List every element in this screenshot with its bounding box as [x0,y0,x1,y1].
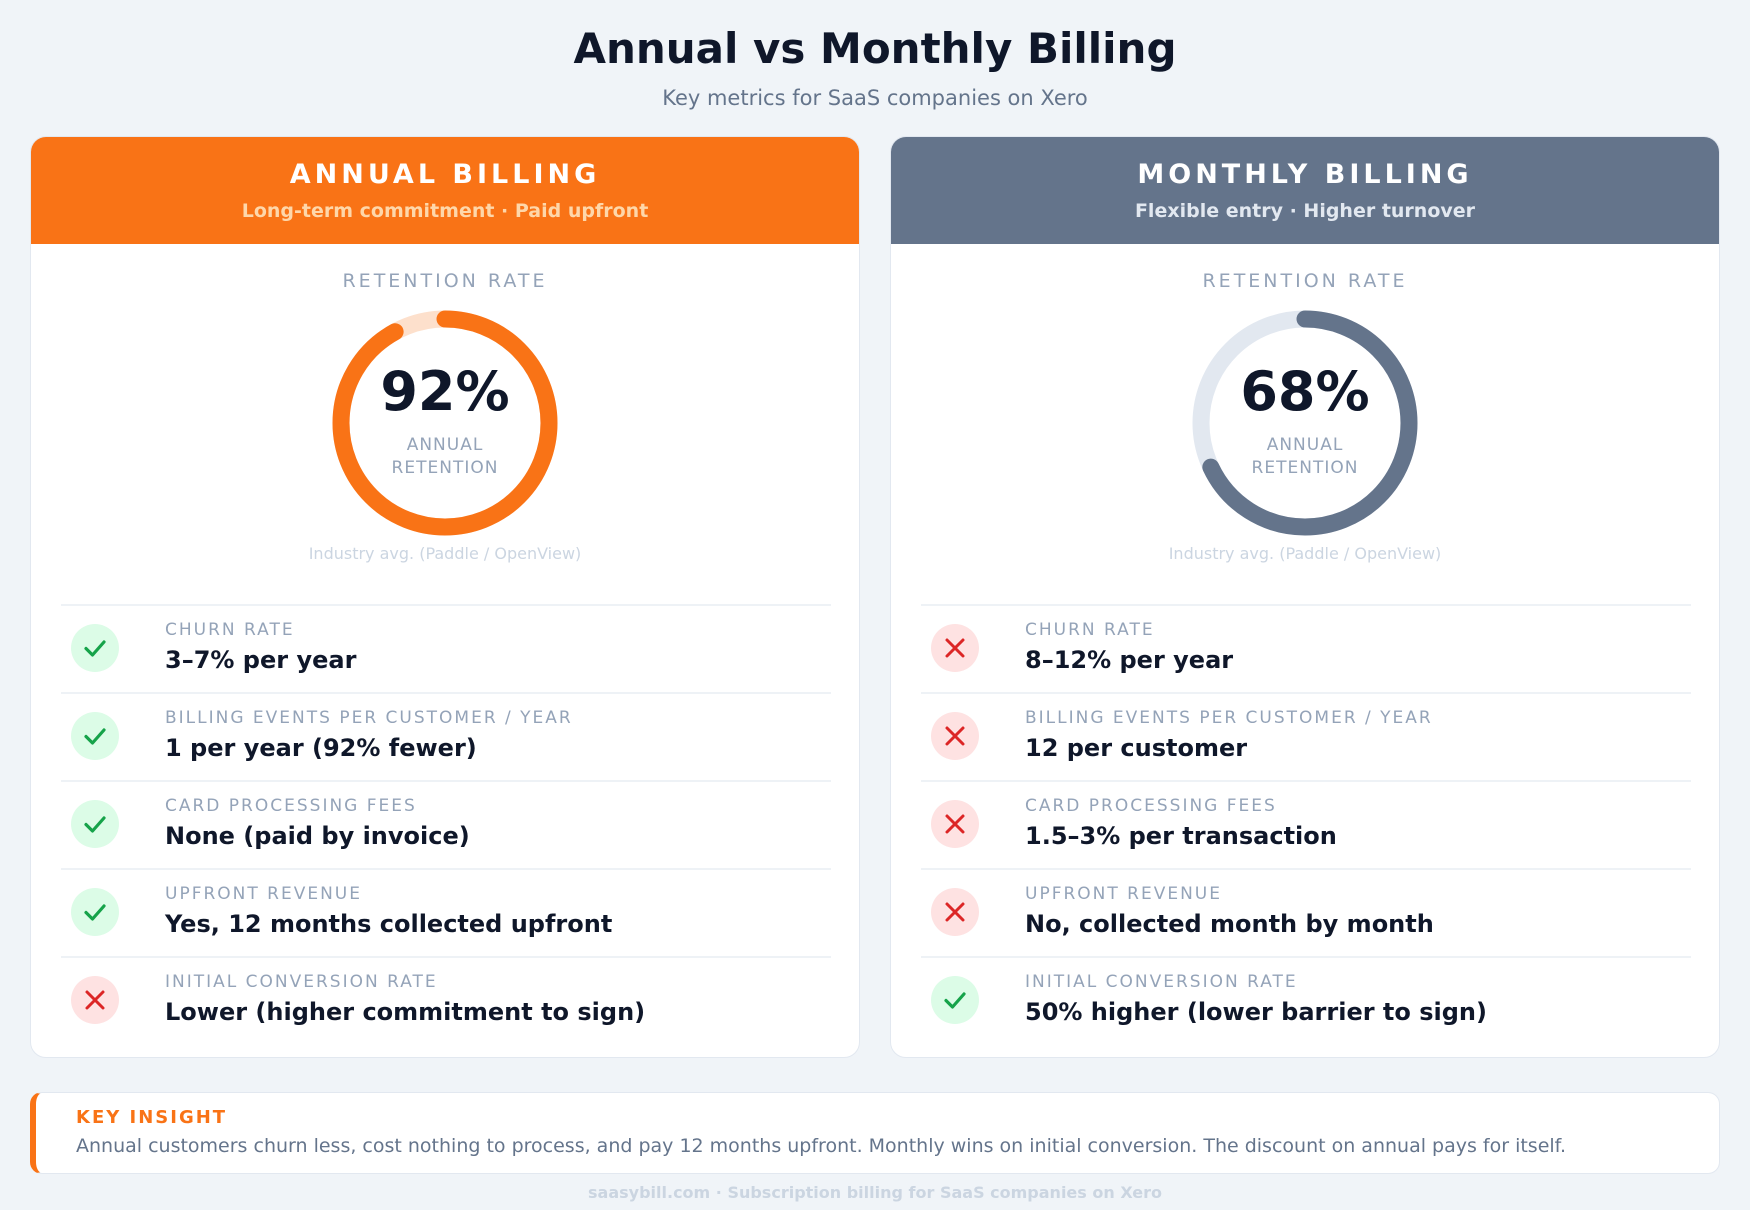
card-header: MONTHLY BILLING Flexible entry · Higher … [891,137,1719,244]
metric-list: CHURN RATE 8–12% per year BILLING EVENTS… [921,604,1691,1044]
metric-value: None (paid by invoice) [165,822,470,850]
metric-row: CARD PROCESSING FEES 1.5–3% per transact… [921,780,1691,868]
metric-label: INITIAL CONVERSION RATE [165,972,438,992]
card-heading: MONTHLY BILLING [1137,159,1473,190]
monthly-billing-card: MONTHLY BILLING Flexible entry · Higher … [890,136,1720,1058]
card-heading: ANNUAL BILLING [289,159,601,190]
metric-row: INITIAL CONVERSION RATE Lower (higher co… [61,956,831,1044]
metric-row: CHURN RATE 8–12% per year [921,604,1691,692]
retention-caption: ANNUAL RETENTION [391,435,499,478]
card-header: ANNUAL BILLING Long-term commitment · Pa… [31,137,859,244]
metric-value: Lower (higher commitment to sign) [165,998,646,1026]
check-icon [71,624,119,672]
check-icon [931,976,979,1024]
card-tagline: Flexible entry · Higher turnover [1134,200,1476,222]
retention-label: RETENTION RATE [1202,270,1408,292]
page-subtitle: Key metrics for SaaS companies on Xero [662,86,1088,110]
retention-value: 92% [380,360,510,423]
card-tagline: Long-term commitment · Paid upfront [241,200,649,222]
metric-label: BILLING EVENTS PER CUSTOMER / YEAR [1025,708,1433,728]
metric-label: INITIAL CONVERSION RATE [1025,972,1298,992]
metric-value: 12 per customer [1025,734,1248,762]
key-insight-text: Annual customers churn less, cost nothin… [76,1135,1567,1157]
metric-value: 3–7% per year [165,646,357,674]
donut-arc [332,310,558,536]
retention-donut: 68% ANNUAL RETENTION [1190,308,1420,538]
check-icon [71,800,119,848]
retention-source: Industry avg. (Paddle / OpenView) [1168,544,1442,563]
metric-label: BILLING EVENTS PER CUSTOMER / YEAR [165,708,573,728]
metric-value: 1 per year (92% fewer) [165,734,477,762]
metric-row: CHURN RATE 3–7% per year [61,604,831,692]
metric-row: BILLING EVENTS PER CUSTOMER / YEAR 1 per… [61,692,831,780]
metric-label: CARD PROCESSING FEES [165,796,417,816]
metric-label: CHURN RATE [165,620,295,640]
metric-row: BILLING EVENTS PER CUSTOMER / YEAR 12 pe… [921,692,1691,780]
check-icon [71,712,119,760]
metric-row: INITIAL CONVERSION RATE 50% higher (lowe… [921,956,1691,1044]
metric-label: CHURN RATE [1025,620,1155,640]
check-icon [71,888,119,936]
metric-label: UPFRONT REVENUE [165,884,362,904]
metric-value: 8–12% per year [1025,646,1234,674]
retention-value: 68% [1240,360,1370,423]
retention-donut: 92% ANNUAL RETENTION [330,308,560,538]
donut-arc [1192,310,1418,536]
key-insight-box: KEY INSIGHT Annual customers churn less,… [30,1092,1720,1174]
x-icon [931,800,979,848]
retention-source: Industry avg. (Paddle / OpenView) [308,544,582,563]
annual-billing-card: ANNUAL BILLING Long-term commitment · Pa… [30,136,860,1058]
x-icon [931,624,979,672]
metric-label: CARD PROCESSING FEES [1025,796,1277,816]
metric-row: CARD PROCESSING FEES None (paid by invoi… [61,780,831,868]
metric-row: UPFRONT REVENUE Yes, 12 months collected… [61,868,831,956]
page-title: Annual vs Monthly Billing [573,24,1177,73]
footer: saasybill.com · Subscription billing for… [588,1183,1162,1202]
metric-value: 1.5–3% per transaction [1025,822,1337,850]
retention-caption: ANNUAL RETENTION [1251,435,1359,478]
key-insight-heading: KEY INSIGHT [76,1107,228,1128]
x-icon [71,976,119,1024]
metric-list: CHURN RATE 3–7% per year BILLING EVENTS … [61,604,831,1044]
metric-value: Yes, 12 months collected upfront [165,910,613,938]
retention-label: RETENTION RATE [342,270,548,292]
metric-value: 50% higher (lower barrier to sign) [1025,998,1487,1026]
metric-value: No, collected month by month [1025,910,1434,938]
metric-row: UPFRONT REVENUE No, collected month by m… [921,868,1691,956]
x-icon [931,712,979,760]
x-icon [931,888,979,936]
metric-label: UPFRONT REVENUE [1025,884,1222,904]
